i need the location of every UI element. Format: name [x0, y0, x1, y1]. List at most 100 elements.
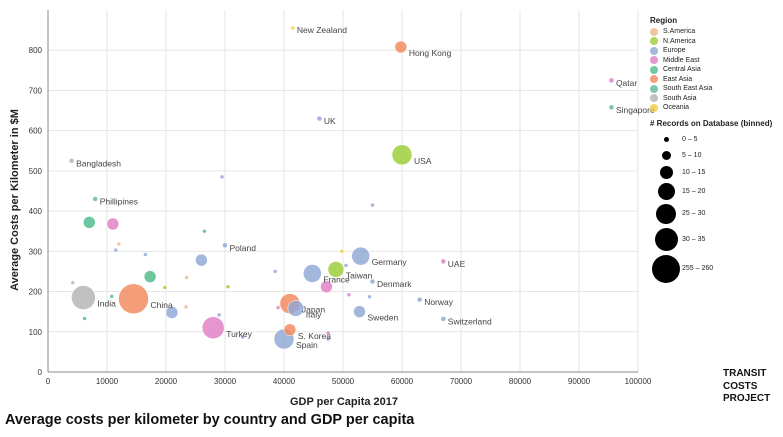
legend-swatch — [650, 103, 658, 112]
legend-region-list: S.America N.America Europe Middle East Centr… — [650, 27, 780, 113]
data-point — [272, 269, 278, 274]
legend-size-item: 0 – 5 — [650, 132, 780, 148]
caption: Average costs per kilometer by country a… — [5, 412, 415, 428]
legend-size-item: 30 – 35 — [650, 226, 780, 253]
point-label: Singapore — [616, 105, 655, 115]
legend-size-item: 10 – 15 — [650, 164, 780, 181]
point-label: Poland — [230, 243, 257, 253]
data-point — [216, 312, 222, 318]
point-label: Qatar — [616, 78, 637, 88]
point-label: Norway — [424, 297, 454, 307]
brand-line: PROJECT — [723, 393, 771, 404]
brand-line: COSTS — [723, 380, 758, 392]
legend-region-item: South East Asia — [650, 84, 780, 94]
point-label: New Zealand — [297, 25, 347, 35]
data-point — [343, 263, 349, 268]
data-point — [195, 253, 208, 267]
data-point — [202, 228, 207, 234]
legend-region-label: S.America — [663, 28, 696, 35]
data-point — [316, 115, 323, 122]
x-tick-label: 60000 — [391, 377, 414, 386]
y-tick-label: 400 — [29, 207, 43, 216]
data-point — [353, 305, 366, 318]
legend-region-item: Central Asia — [650, 65, 780, 75]
legend-size-dot — [661, 151, 671, 160]
x-tick-label: 100000 — [625, 377, 652, 386]
data-point — [287, 300, 305, 317]
legend-region-label: Middle East — [663, 56, 700, 64]
point-label: Italy — [306, 309, 322, 319]
legend-size-label: 0 – 5 — [682, 136, 698, 143]
point-label: Hong Kong — [409, 48, 452, 58]
data-point — [165, 306, 179, 319]
point-label: Taiwan — [346, 270, 373, 280]
data-point — [240, 334, 245, 340]
point-label: S. Korea — [298, 331, 331, 341]
data-point — [326, 330, 331, 336]
data-point — [303, 264, 322, 283]
legend-size-dot-wrap — [650, 151, 682, 160]
legend-size-label: 5 – 10 — [682, 152, 702, 159]
legend-size-label: 15 – 20 — [682, 187, 706, 195]
data-point — [326, 336, 331, 342]
y-tick-label: 700 — [29, 86, 43, 95]
point-label: Turkey — [226, 329, 252, 339]
legend-size-dot-wrap — [650, 254, 682, 283]
point-label: Phillipines — [100, 197, 138, 207]
point-label: China — [151, 300, 173, 310]
legend-swatch — [650, 65, 658, 74]
point-label: Denmark — [377, 279, 412, 289]
legend-size-label: 10 – 15 — [682, 168, 706, 176]
x-axis-label: GDP per Capita 2017 — [290, 396, 398, 408]
legend-swatch — [650, 84, 658, 93]
legend-region-item: South Asia — [650, 94, 780, 104]
legend-swatch — [650, 27, 658, 36]
brand-line: TRANSIT — [723, 368, 767, 379]
data-point — [82, 316, 87, 321]
data-point — [320, 280, 333, 293]
legend-region-label: N.America — [663, 37, 696, 45]
x-tick-label: 70000 — [450, 377, 473, 386]
brand-logo: TRANSIT COSTS PROJECT — [723, 368, 770, 406]
data-point — [68, 158, 75, 164]
y-tick-label: 800 — [29, 46, 43, 55]
y-axis-label: Average Costs per Kilometer in $M — [9, 109, 21, 291]
data-point — [143, 252, 148, 257]
data-point — [70, 280, 76, 285]
data-point — [608, 77, 615, 84]
data-point — [367, 294, 372, 300]
point-label: UK — [324, 116, 336, 126]
legend-size-dot — [652, 254, 680, 283]
legend-size-dot — [659, 165, 673, 179]
legend-size-dot — [654, 227, 678, 251]
legend-swatch — [650, 94, 658, 103]
x-tick-label: 30000 — [214, 377, 237, 386]
data-point — [327, 261, 345, 278]
legend-region-item: Oceania — [650, 103, 780, 113]
legend-size-dot-wrap — [650, 203, 682, 224]
data-point — [143, 270, 157, 283]
y-tick-label: 300 — [29, 247, 43, 256]
legend-size-item: 15 – 20 — [650, 181, 780, 202]
x-tick-label: 40000 — [273, 377, 296, 386]
point-label: USA — [414, 156, 432, 166]
data-point — [370, 202, 375, 208]
legend: Region S.America N.America Europe Middle Ea… — [650, 16, 780, 285]
legend-size-label: 25 – 30 — [682, 210, 706, 217]
legend-size-list: 0 – 5 5 – 10 10 – 15 15 – 20 25 – 30 30 – 35 2… — [650, 132, 780, 285]
legend-region-label: East Asia — [663, 75, 693, 83]
data-point — [71, 285, 96, 310]
point-label: UAE — [448, 259, 466, 269]
x-tick-label: 80000 — [509, 377, 532, 386]
legend-size-dot — [657, 182, 675, 200]
y-tick-label: 600 — [29, 127, 43, 136]
data-point — [275, 305, 281, 310]
legend-region-item: N.America — [650, 37, 780, 47]
data-point — [162, 285, 168, 290]
data-point — [290, 25, 296, 31]
data-point — [225, 284, 231, 289]
data-point — [351, 246, 370, 266]
data-point — [608, 104, 615, 111]
legend-size-label: 30 – 35 — [682, 235, 706, 243]
